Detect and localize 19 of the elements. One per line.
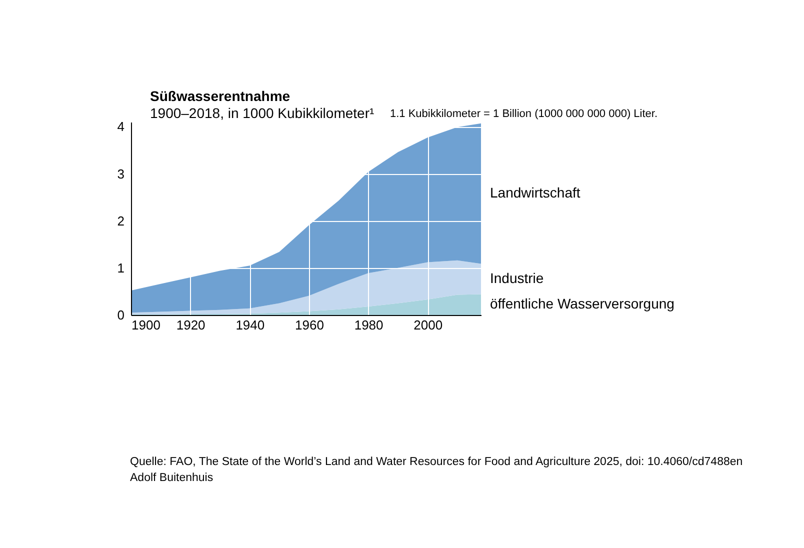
series-label: Landwirtschaft <box>490 184 580 201</box>
chart-title: Süßwasserentnahme <box>150 88 290 104</box>
y-tick-label: 4 <box>117 119 124 134</box>
x-tick-label: 2000 <box>414 318 443 332</box>
text: 1.1 Kubikkilometer = 1 Billion (1000 000 000 000) Liter. <box>390 108 658 120</box>
x-tick-label: 1940 <box>236 318 265 332</box>
chart-subtitle: 1900–2018, in 1000 Kubikkilometer¹ <box>150 105 374 121</box>
text: Adolf Buitenhuis <box>130 472 214 484</box>
x-tick-label: 1920 <box>176 318 206 332</box>
y-tick-label: 2 <box>117 213 124 228</box>
y-tick-label: 1 <box>117 260 124 276</box>
source-note: Quelle: FAO, The State of the World’s Land and Water Resources for Food and Agriculture 2025, doi: 10.4060/cd7488en <box>130 456 743 468</box>
x-tick-label: 1960 <box>295 318 324 332</box>
y-tick-label: 3 <box>117 166 124 182</box>
series-label: Industrie <box>490 270 544 286</box>
series-label: öffentliche Wasserversorgung <box>490 296 674 312</box>
x-tick-label: 1980 <box>354 318 384 332</box>
x-tick-label: 1900 <box>132 318 160 332</box>
y-tick-label: 0 <box>117 308 124 322</box>
